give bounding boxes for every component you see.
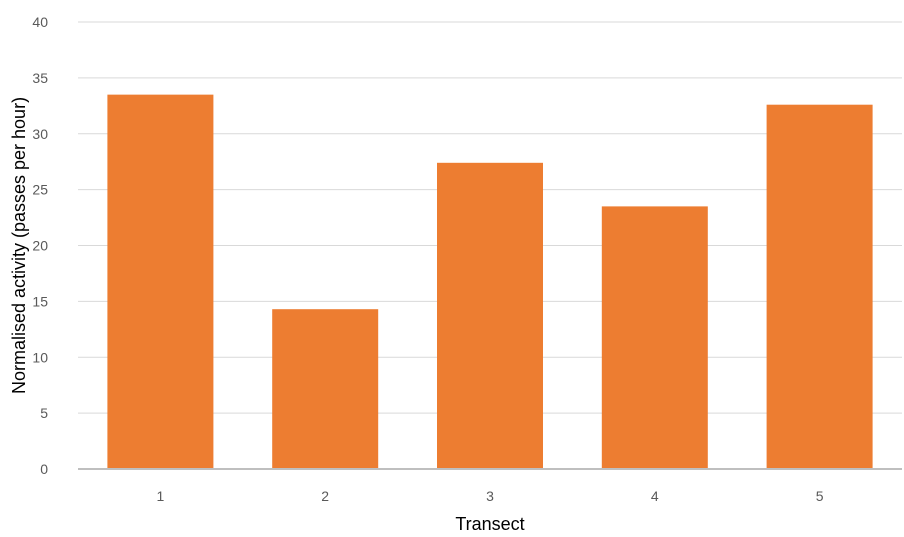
- y-axis-title: Normalised activity (passes per hour): [9, 97, 29, 394]
- bar-transect-5: [766, 104, 873, 469]
- x-tick-label: 4: [651, 488, 659, 504]
- x-tick-label: 3: [486, 488, 494, 504]
- bars: [107, 94, 873, 469]
- y-tick-label: 40: [32, 14, 48, 30]
- y-tick-label: 10: [32, 349, 48, 365]
- y-tick-labels: 0 5 10 15 20 25 30 35 40: [32, 14, 48, 477]
- x-tick-label: 2: [321, 488, 329, 504]
- bar-transect-1: [107, 94, 214, 469]
- x-axis-title: Transect: [455, 514, 524, 534]
- y-tick-label: 0: [40, 461, 48, 477]
- y-tick-label: 25: [32, 182, 48, 198]
- bar-transect-3: [437, 162, 543, 469]
- x-tick-labels: 1 2 3 4 5: [157, 488, 824, 504]
- y-tick-label: 30: [32, 126, 48, 142]
- y-tick-label: 5: [40, 405, 48, 421]
- y-tick-label: 20: [32, 238, 48, 254]
- bar-transect-2: [272, 309, 379, 469]
- x-tick-label: 1: [157, 488, 165, 504]
- x-tick-label: 5: [816, 488, 824, 504]
- y-tick-label: 35: [32, 70, 48, 86]
- y-tick-label: 15: [32, 293, 48, 309]
- bar-transect-4: [601, 206, 708, 469]
